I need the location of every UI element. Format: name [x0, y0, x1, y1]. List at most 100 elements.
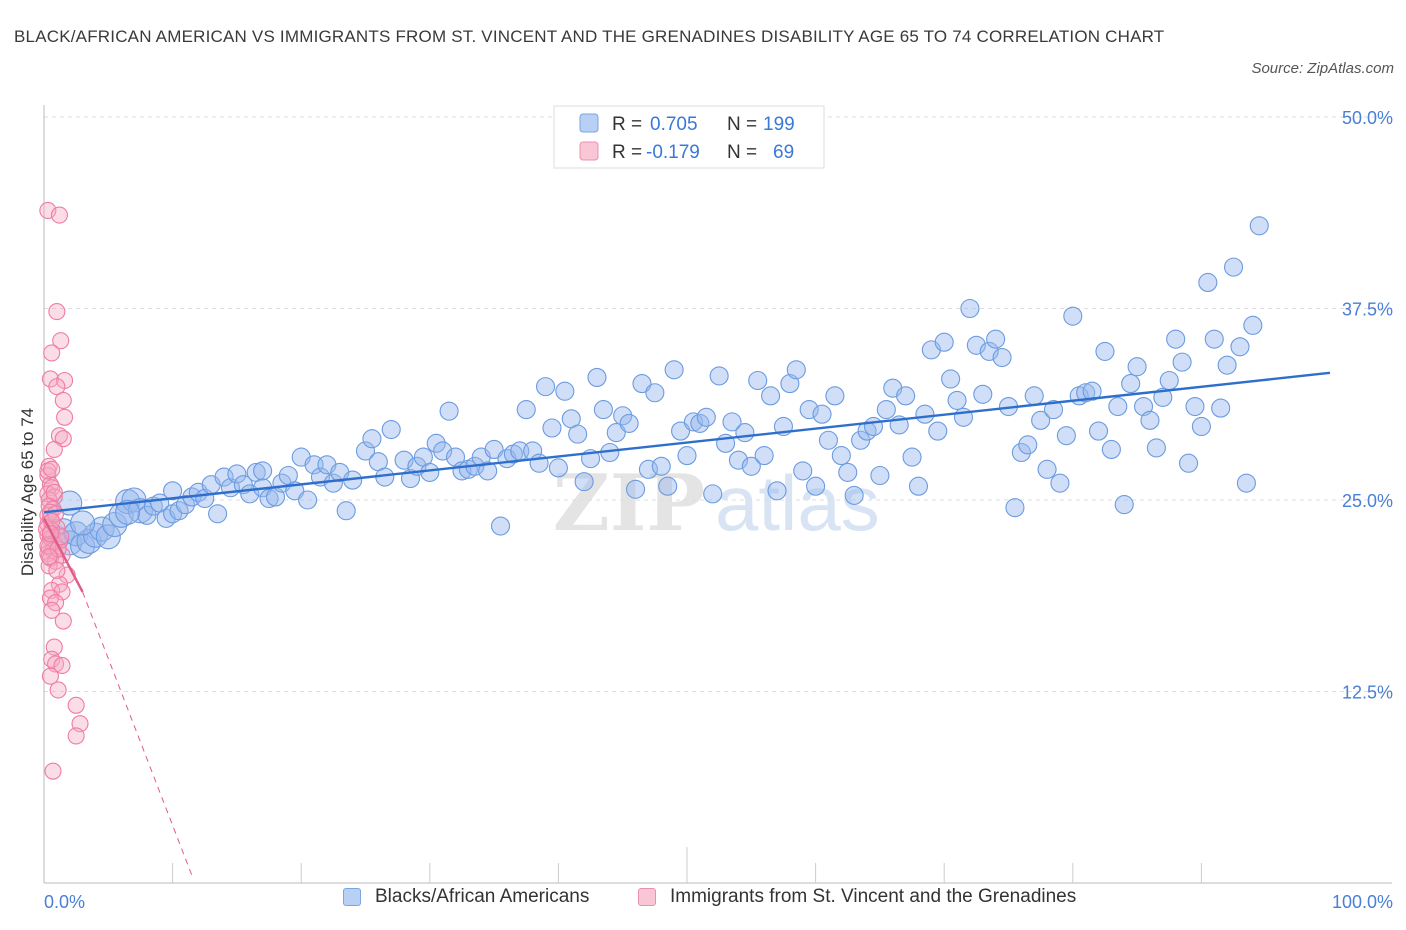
data-point-blacks [1005, 498, 1025, 518]
data-point-immigrants [43, 601, 61, 619]
chart-title: BLACK/AFRICAN AMERICAN VS IMMIGRANTS FRO… [14, 27, 1165, 46]
data-point-blacks [1153, 387, 1173, 407]
data-point-blacks [683, 412, 703, 432]
data-point-blacks [1114, 495, 1134, 515]
data-point-blacks [1076, 383, 1096, 403]
data-point-immigrants [44, 762, 62, 780]
data-point-immigrants [41, 589, 59, 607]
data-point-blacks [838, 462, 858, 482]
svg-text:R =: R = [612, 114, 642, 135]
data-point-immigrants [54, 391, 72, 409]
data-point-blacks [1037, 459, 1057, 479]
data-point-blacks [1178, 453, 1199, 473]
legend-item-blacks: Blacks/African Americans [343, 886, 589, 908]
data-point-blacks [381, 419, 401, 440]
legend-item-immigrants: Immigrants from St. Vincent and the Gren… [638, 886, 1076, 908]
data-point-blacks [1191, 416, 1211, 437]
x-tick-labels: 0.0% 100.0% [44, 892, 1393, 912]
data-point-blacks [253, 461, 273, 481]
data-point-blacks [986, 329, 1006, 349]
data-point-blacks [439, 401, 459, 421]
data-point-blacks [709, 366, 729, 386]
data-point-blacks [227, 464, 247, 484]
svg-text:R =: R = [612, 142, 642, 163]
stat-n-label: N = [727, 142, 757, 163]
legend-swatch-pink [579, 141, 599, 161]
y-tick-label: 12.5% [1342, 683, 1393, 703]
data-point-blacks [490, 516, 511, 536]
data-point-blacks [876, 400, 896, 420]
data-point-immigrants [48, 561, 66, 580]
data-point-blacks [1236, 473, 1256, 493]
legend-label: Blacks/African Americans [375, 886, 590, 907]
data-point-blacks [908, 476, 929, 496]
data-point-blacks [1043, 400, 1064, 420]
data-point-immigrants [54, 612, 72, 630]
data-point-blacks [1127, 357, 1147, 377]
svg-text:69: 69 [773, 142, 794, 163]
data-point-blacks [1217, 355, 1237, 375]
data-point-immigrants [45, 440, 63, 458]
data-point-blacks [863, 416, 884, 437]
data-point-immigrants [67, 727, 85, 745]
data-point-blacks [870, 465, 890, 486]
data-point-blacks [1082, 381, 1102, 401]
data-point-blacks [420, 462, 440, 482]
data-point-blacks [95, 524, 121, 550]
data-point-blacks [574, 472, 594, 492]
data-point-blacks [484, 439, 504, 459]
data-point-blacks [645, 383, 665, 403]
data-point-blacks [696, 407, 716, 427]
stat-n-label: N = [727, 114, 757, 135]
data-point-blacks [1172, 352, 1192, 372]
data-point-immigrants [48, 378, 66, 396]
stat-n-value: 199 [763, 114, 795, 135]
data-point-blacks [1146, 438, 1166, 458]
data-point-blacks [593, 400, 613, 420]
data-point-blacks [812, 404, 832, 424]
source-label: Source: ZipAtlas.com [1251, 60, 1394, 77]
data-point-blacks [741, 456, 761, 476]
data-point-immigrants [41, 667, 59, 685]
trend-line-immigrants [42, 517, 84, 593]
y-tick-label: 37.5% [1342, 300, 1393, 320]
data-point-blacks [426, 433, 446, 453]
x-tick-label: 100.0% [1332, 892, 1393, 912]
data-point-blacks [127, 498, 153, 524]
data-point-immigrants [56, 408, 74, 426]
data-point-immigrants [43, 460, 61, 478]
data-point-blacks [973, 384, 993, 404]
data-point-blacks [671, 421, 691, 441]
data-point-blacks [1056, 426, 1076, 446]
data-point-blacks [664, 360, 684, 380]
data-point-blacks [806, 476, 826, 496]
data-point-blacks [336, 501, 356, 521]
legend-swatch-blue [579, 113, 599, 133]
watermark: atlas [715, 459, 880, 547]
data-point-blacks [818, 430, 839, 450]
data-point-blacks [799, 400, 819, 420]
data-point-blacks [632, 374, 652, 394]
svg-text:-0.179: -0.179 [646, 142, 700, 163]
data-point-blacks [175, 495, 196, 515]
data-point-blacks [568, 424, 588, 444]
bottom-legend: Blacks/African Americans Immigrants from… [0, 886, 1406, 916]
data-point-blacks [1224, 257, 1244, 277]
data-point-blacks [1088, 421, 1109, 441]
legend-swatch-blue [343, 888, 361, 906]
data-point-blacks [703, 484, 723, 504]
data-point-blacks [1024, 386, 1044, 406]
watermark: ZIP [553, 458, 705, 549]
data-point-blacks [902, 447, 922, 467]
data-point-blacks [516, 400, 536, 420]
data-point-blacks [1204, 329, 1224, 349]
stat-r-label: R = [612, 142, 642, 163]
data-point-blacks [1011, 442, 1031, 463]
data-point-blacks [1050, 473, 1070, 493]
data-point-blacks [947, 390, 967, 410]
data-point-blacks [748, 370, 768, 391]
data-point-blacks [915, 404, 935, 424]
trend-line-blacks [43, 371, 1331, 514]
data-point-blacks [362, 429, 382, 449]
svg-text:N =: N = [727, 114, 757, 135]
